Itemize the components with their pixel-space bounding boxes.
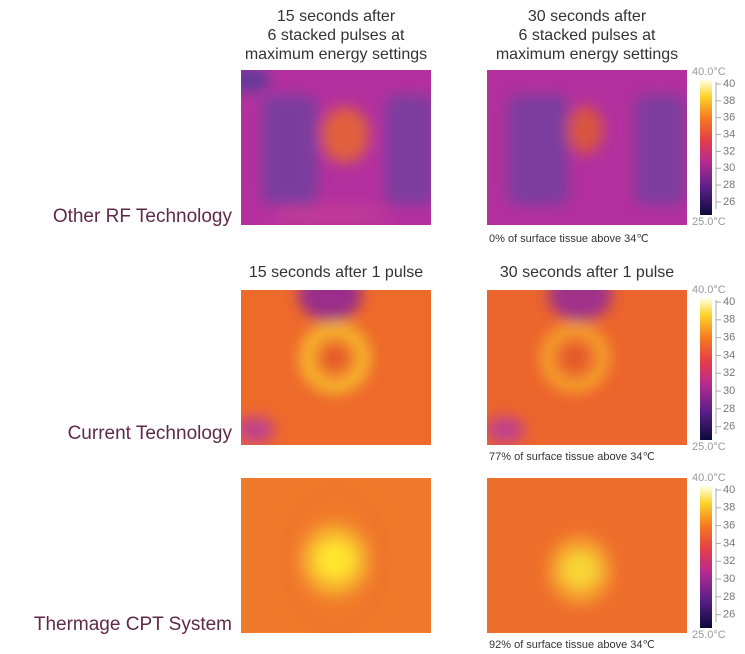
colorbar-tick-label: 38 (723, 95, 735, 107)
colorbar-tick-label: 34 (723, 537, 735, 549)
colorbar-tick-label: 38 (723, 502, 735, 514)
colorbar-min-label: 25.0°C (692, 216, 726, 228)
column-headers: 15 seconds after 6 stacked pulses at max… (245, 8, 678, 281)
header-line: maximum energy settings (496, 46, 678, 63)
thermal-image (241, 290, 431, 445)
colorbar-tick-label: 32 (723, 555, 735, 567)
row-label: Current Technology (68, 423, 233, 444)
colorbars: 40.0°C 25.0°C 40 38 36 34 32 30 28 26 40.0°C 25.0°C… (692, 66, 735, 641)
colorbar-tick-label: 26 (723, 421, 735, 433)
colorbar-tick-label: 30 (723, 573, 735, 585)
thermal-image (487, 70, 687, 225)
colorbar-tick-label: 32 (723, 367, 735, 379)
header-line: 15 seconds after 1 pulse (249, 264, 423, 281)
colorbar-tick-label: 36 (723, 332, 735, 344)
colorbar (700, 486, 712, 628)
colorbar-tick-label: 34 (723, 349, 735, 361)
colorbar (700, 298, 712, 440)
caption: 77% of surface tissue above 34℃ (489, 451, 655, 463)
row-label: Thermage CPT System (34, 614, 232, 635)
row-label: Other RF Technology (53, 206, 233, 227)
colorbar-tick-label: 32 (723, 145, 735, 157)
header-line: 30 seconds after 1 pulse (500, 264, 674, 281)
colorbar-tick-label: 26 (723, 196, 735, 208)
thermal-image (487, 290, 687, 445)
header-line: 15 seconds after (277, 8, 396, 25)
colorbar (700, 80, 712, 215)
colorbar-tick-label: 34 (723, 128, 735, 140)
colorbar-tick-label: 26 (723, 609, 735, 621)
thermal-image (487, 478, 687, 633)
thermal-image (241, 70, 431, 225)
colorbar-max-label: 40.0°C (692, 66, 726, 78)
colorbar-tick-label: 36 (723, 520, 735, 532)
caption: 92% of surface tissue above 34℃ (489, 639, 655, 651)
colorbar-tick-label: 28 (723, 591, 735, 603)
colorbar-tick-label: 38 (723, 314, 735, 326)
colorbar-max-label: 40.0°C (692, 284, 726, 296)
colorbar-tick-label: 40 (723, 78, 735, 90)
colorbar-tick-label: 28 (723, 403, 735, 415)
colorbar-min-label: 25.0°C (692, 629, 726, 641)
colorbar-tick-label: 40 (723, 484, 735, 496)
colorbar-tick-label: 40 (723, 296, 735, 308)
colorbar-min-label: 25.0°C (692, 441, 726, 453)
colorbar-tick-label: 28 (723, 179, 735, 191)
caption: 0% of surface tissue above 34℃ (489, 233, 649, 245)
header-line: 30 seconds after (528, 8, 647, 25)
thermal-image (241, 478, 431, 633)
header-line: 6 stacked pulses at (268, 27, 406, 44)
colorbar-max-label: 40.0°C (692, 472, 726, 484)
colorbar-tick-label: 36 (723, 112, 735, 124)
header-line: 6 stacked pulses at (519, 27, 657, 44)
colorbar-tick-label: 30 (723, 162, 735, 174)
header-line: maximum energy settings (245, 46, 427, 63)
colorbar-tick-label: 30 (723, 385, 735, 397)
